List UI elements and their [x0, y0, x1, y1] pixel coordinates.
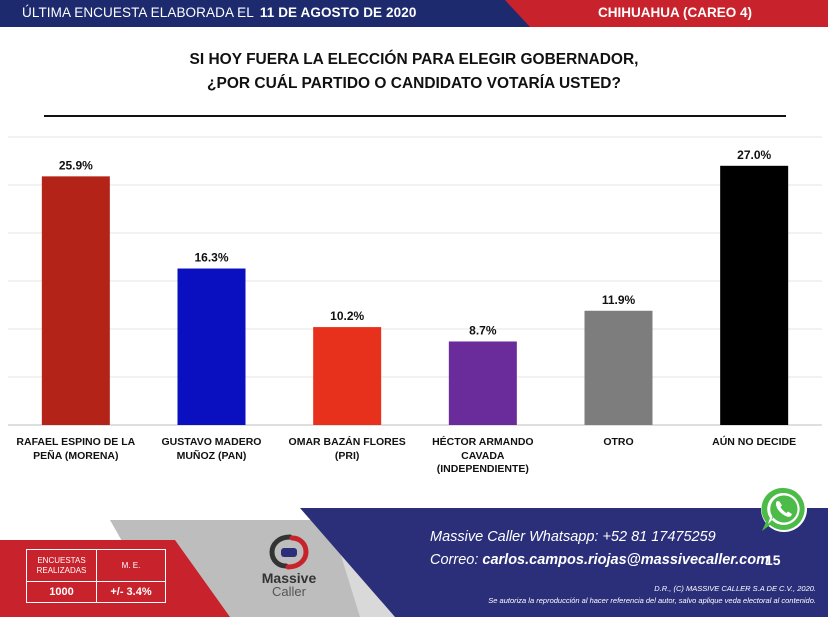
- header-survey-date: ÚLTIMA ENCUESTA ELABORADA EL 11 DE AGOSTO…: [22, 5, 416, 20]
- category-label: OTRO: [603, 436, 634, 448]
- footer-background: [0, 508, 828, 617]
- bar-value-label: 16.3%: [194, 251, 228, 265]
- bar-3: [448, 341, 517, 425]
- whatsapp-icon: [761, 486, 807, 532]
- bar-2: [313, 327, 382, 425]
- bar-value-label: 27.0%: [737, 148, 771, 162]
- category-label: AÚN NO DECIDE: [712, 436, 797, 448]
- bar-1: [177, 268, 246, 425]
- bar-value-label: 10.2%: [330, 309, 364, 323]
- category-label: HÉCTOR ARMANDO CAVADA (INDEPENDIENTE): [432, 436, 534, 475]
- margin-error-label: M. E.: [97, 550, 165, 582]
- question-line-1: SI HOY FUERA LA ELECCIÓN PARA ELEGIR GOB…: [189, 51, 639, 68]
- encuestas-label: ENCUESTAS REALIZADAS: [27, 550, 97, 582]
- bar-5: [720, 165, 789, 426]
- question-divider: [44, 115, 786, 117]
- header-date: 11 DE AGOSTO DE 2020: [259, 5, 417, 20]
- margin-error-value: +/- 3.4%: [110, 586, 152, 598]
- copyright-text: D.R., (C) MASSIVE CALLER S.A DE C.V., 20…: [654, 584, 816, 593]
- email-contact: Correo: carlos.campos.riojas@massivecall…: [430, 552, 769, 568]
- header-region: CHIHUAHUA (CAREO 4): [598, 5, 752, 20]
- bar-value-label: 8.7%: [469, 323, 497, 337]
- bar-chart: 25.9% 16.3% 10.2% 8.7% 11.9% 27.0%: [8, 136, 822, 426]
- logo-text-caller: Caller: [272, 584, 306, 599]
- logo-text-massive: Massive: [261, 570, 317, 586]
- category-label: GUSTAVO MADERO MUÑOZ (PAN): [161, 436, 262, 462]
- bar-0: [41, 176, 110, 425]
- page-number: 15: [765, 552, 781, 568]
- bar-value-label: 11.9%: [602, 293, 636, 307]
- footer-band: [0, 500, 828, 617]
- email-label: Correo:: [430, 552, 479, 568]
- question-line-2: ¿POR CUÁL PARTIDO O CANDIDATO VOTARÍA US…: [207, 75, 621, 92]
- bar-4: [584, 310, 653, 425]
- header-left-text: ÚLTIMA ENCUESTA ELABORADA EL: [22, 5, 254, 20]
- header-bar: ÚLTIMA ENCUESTA ELABORADA EL 11 DE AGOSTO…: [0, 0, 828, 27]
- massive-caller-logo: Massive Caller: [246, 533, 332, 605]
- category-label: RAFAEL ESPINO DE LA PEÑA (MORENA): [16, 436, 136, 462]
- survey-stats-table: ENCUESTAS REALIZADAS M. E. 1000 +/- 3.4%: [26, 549, 166, 603]
- header-background: [0, 0, 828, 27]
- reproduction-notice: Se autoriza la reproducción al hacer ref…: [488, 596, 816, 605]
- logo-mark-icon: [269, 534, 309, 570]
- email-link[interactable]: carlos.campos.riojas@massivecaller.com: [482, 552, 769, 568]
- question-title: SI HOY FUERA LA ELECCIÓN PARA ELEGIR GOB…: [80, 48, 748, 96]
- encuestas-value: 1000: [27, 582, 97, 602]
- whatsapp-contact: Massive Caller Whatsapp: +52 81 17475259: [430, 529, 716, 545]
- bar-value-label: 25.9%: [59, 158, 93, 172]
- category-label: OMAR BAZÁN FLORES (PRI): [288, 436, 406, 462]
